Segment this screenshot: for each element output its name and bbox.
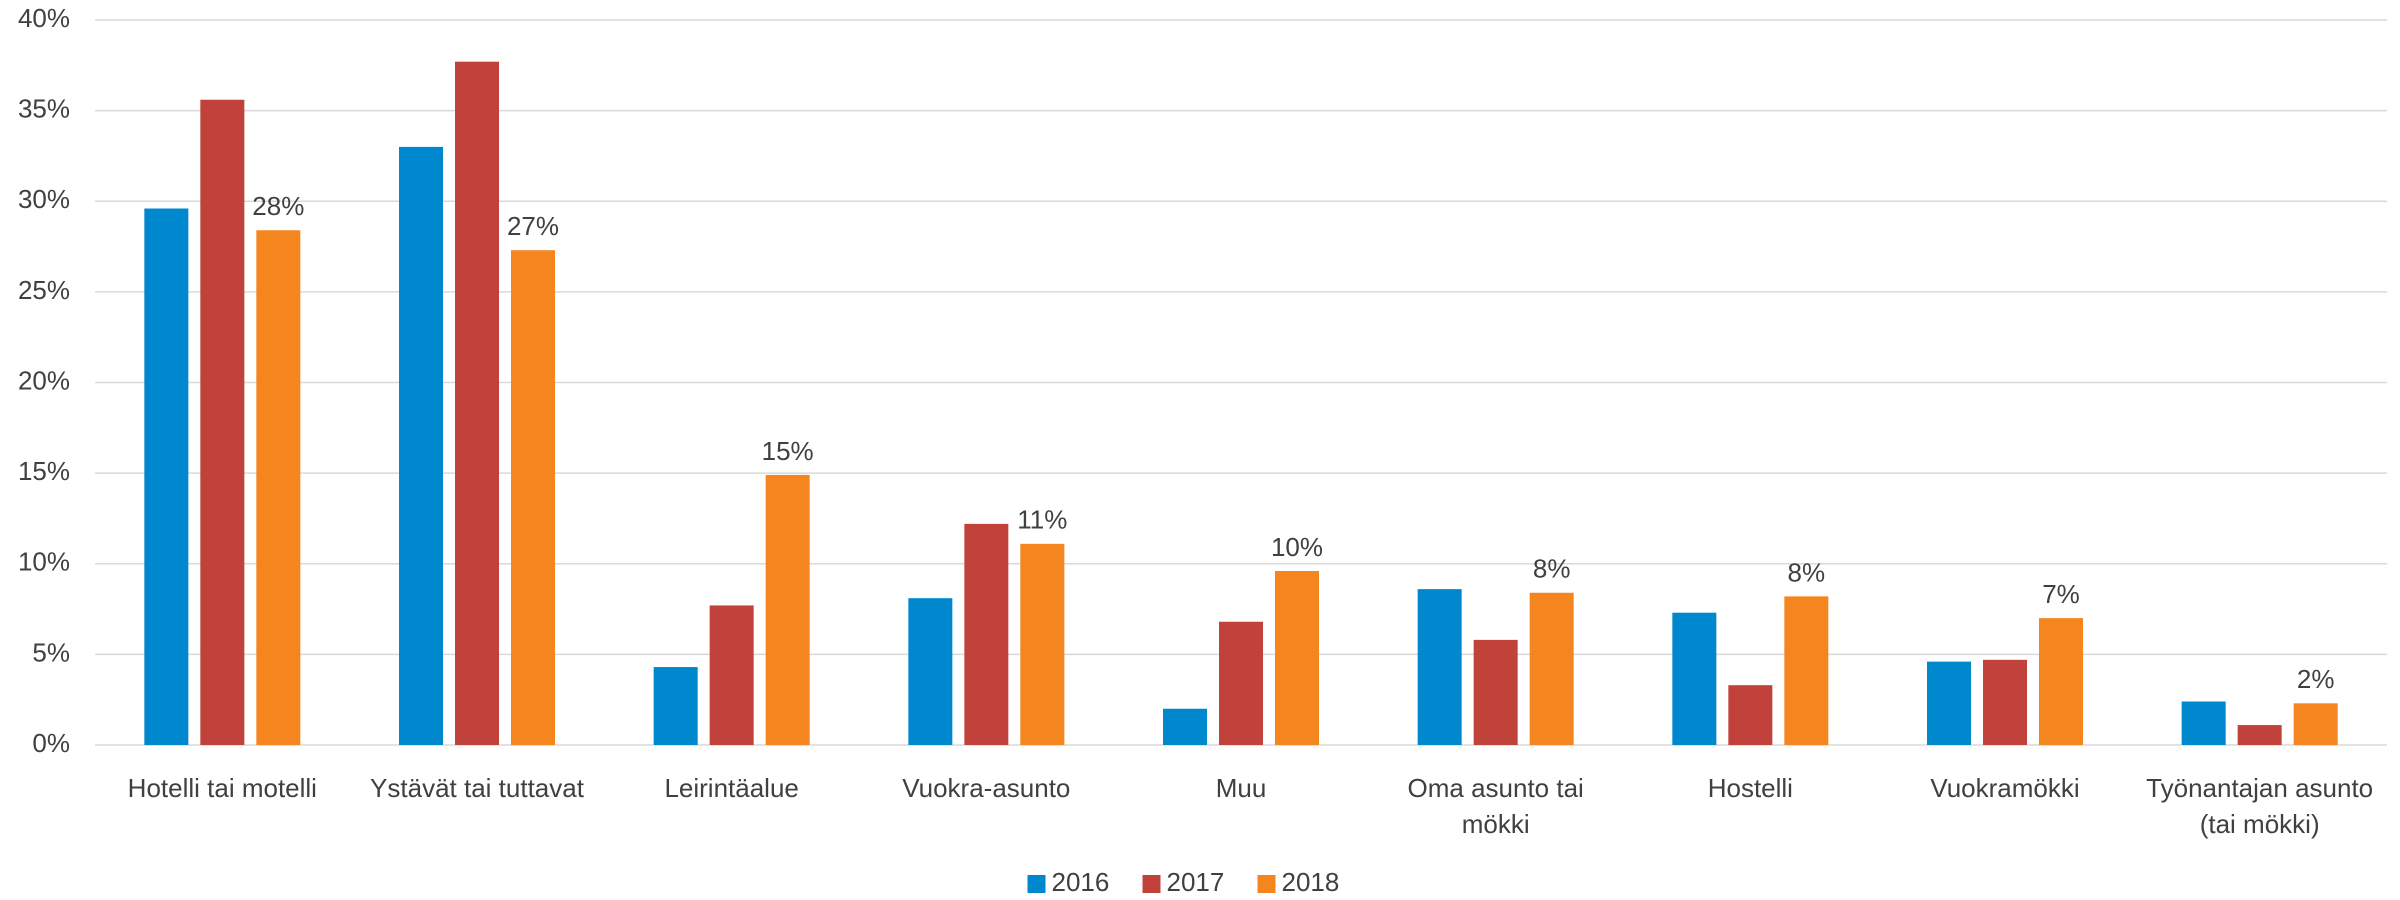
y-tick-label: 30% bbox=[18, 184, 70, 214]
x-tick-label: Työnantajan asunto (tai mökki) bbox=[2146, 773, 2374, 839]
y-tick-label: 10% bbox=[18, 547, 70, 577]
bar bbox=[2181, 701, 2226, 745]
bar bbox=[399, 146, 443, 745]
legend-label: 2018 bbox=[1282, 867, 1340, 897]
bar bbox=[1672, 612, 1717, 745]
bar bbox=[964, 523, 1009, 745]
data-label: 2% bbox=[2297, 664, 2335, 694]
data-label: 8% bbox=[1788, 557, 1826, 587]
legend-swatch bbox=[1027, 875, 1046, 893]
x-tick-label: Vuokramökki bbox=[1930, 773, 2080, 803]
y-tick-label: 40% bbox=[18, 3, 70, 33]
bar bbox=[1219, 621, 1263, 745]
bar bbox=[1728, 685, 1773, 745]
y-tick-label: 25% bbox=[18, 275, 70, 305]
bar bbox=[1473, 639, 1518, 745]
bar bbox=[1417, 589, 1462, 745]
legend-label: 2017 bbox=[1167, 867, 1225, 897]
data-label: 28% bbox=[252, 191, 304, 221]
bar bbox=[1529, 592, 1574, 745]
bar bbox=[1163, 708, 1207, 745]
bar bbox=[2039, 618, 2083, 745]
legend-swatch bbox=[1142, 875, 1161, 893]
legend-label: 2016 bbox=[1052, 867, 1110, 897]
bar bbox=[765, 474, 810, 745]
x-tick-label: Muu bbox=[1215, 773, 1267, 803]
x-tick-label: Leirintäalue bbox=[664, 773, 799, 803]
y-tick-label: 0% bbox=[32, 728, 70, 758]
data-label: 8% bbox=[1533, 554, 1571, 584]
bar bbox=[1983, 659, 2027, 745]
bar bbox=[1784, 596, 1829, 745]
bar bbox=[256, 230, 301, 745]
bar bbox=[2237, 725, 2282, 745]
bar bbox=[2293, 703, 2338, 745]
x-tick-label: Ystävät tai tuttavat bbox=[370, 773, 584, 803]
y-tick-label: 20% bbox=[18, 365, 70, 395]
data-label: 7% bbox=[2042, 579, 2080, 609]
x-tick-label: Vuokra-asunto bbox=[902, 773, 1071, 803]
y-tick-label: 5% bbox=[32, 637, 70, 667]
bar bbox=[1927, 661, 1971, 745]
bar bbox=[908, 598, 953, 745]
bar bbox=[455, 61, 499, 745]
bar bbox=[511, 250, 555, 745]
data-label: 27% bbox=[507, 211, 559, 241]
data-label: 15% bbox=[762, 436, 814, 466]
x-tick-label: Oma asunto tai mökki bbox=[1407, 773, 1584, 839]
data-label: 10% bbox=[1271, 532, 1323, 562]
x-tick-label: Hostelli bbox=[1707, 773, 1793, 803]
x-tick-label: Hotelli tai motelli bbox=[127, 773, 317, 803]
bar bbox=[1275, 571, 1319, 745]
y-tick-label: 35% bbox=[18, 94, 70, 124]
bar bbox=[709, 605, 754, 745]
data-label: 11% bbox=[1017, 505, 1067, 535]
bar bbox=[200, 99, 245, 745]
y-tick-label: 15% bbox=[18, 456, 70, 486]
bar bbox=[653, 667, 698, 745]
bar bbox=[1020, 543, 1065, 745]
legend-swatch bbox=[1257, 875, 1276, 893]
bar bbox=[144, 208, 189, 745]
